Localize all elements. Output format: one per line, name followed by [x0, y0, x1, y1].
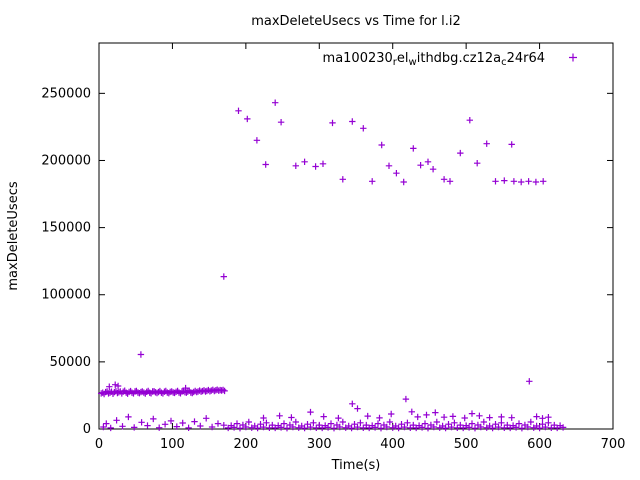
axes-layer: 0 100 200 300 400 500 600 700 0 50000 100000 150000… [41, 42, 626, 452]
data-points-layer [98, 99, 567, 432]
legend-marker [569, 53, 577, 62]
legend-label: ma100230relwithdbg.cz12ac24r64 [323, 51, 545, 68]
x-tick-label: 600 [527, 437, 552, 452]
x-tick-label: 0 [95, 437, 103, 452]
y-axis-label: maxDeleteUsecs [6, 181, 21, 290]
x-tick-label: 200 [233, 437, 258, 452]
x-tick-label: 400 [380, 437, 405, 452]
legend: ma100230relwithdbg.cz12ac24r64 [323, 51, 577, 68]
y-tick-label: 0 [83, 422, 91, 437]
x-tick-label: 300 [307, 437, 332, 452]
y-tick-label: 50000 [50, 355, 91, 370]
plot-border [98, 42, 614, 430]
x-axis-label: Time(s) [331, 458, 381, 473]
y-tick-label: 250000 [41, 86, 91, 101]
chart-title: maxDeleteUsecs vs Time for l.i2 [251, 14, 461, 29]
x-tick-label: 500 [454, 437, 479, 452]
y-tick-label: 150000 [41, 221, 91, 236]
x-tick-label: 100 [160, 437, 185, 452]
data-point-markers [98, 99, 567, 432]
x-tick-label: 700 [601, 437, 626, 452]
y-tick-label: 100000 [41, 288, 91, 303]
y-tick-label: 200000 [41, 153, 91, 168]
